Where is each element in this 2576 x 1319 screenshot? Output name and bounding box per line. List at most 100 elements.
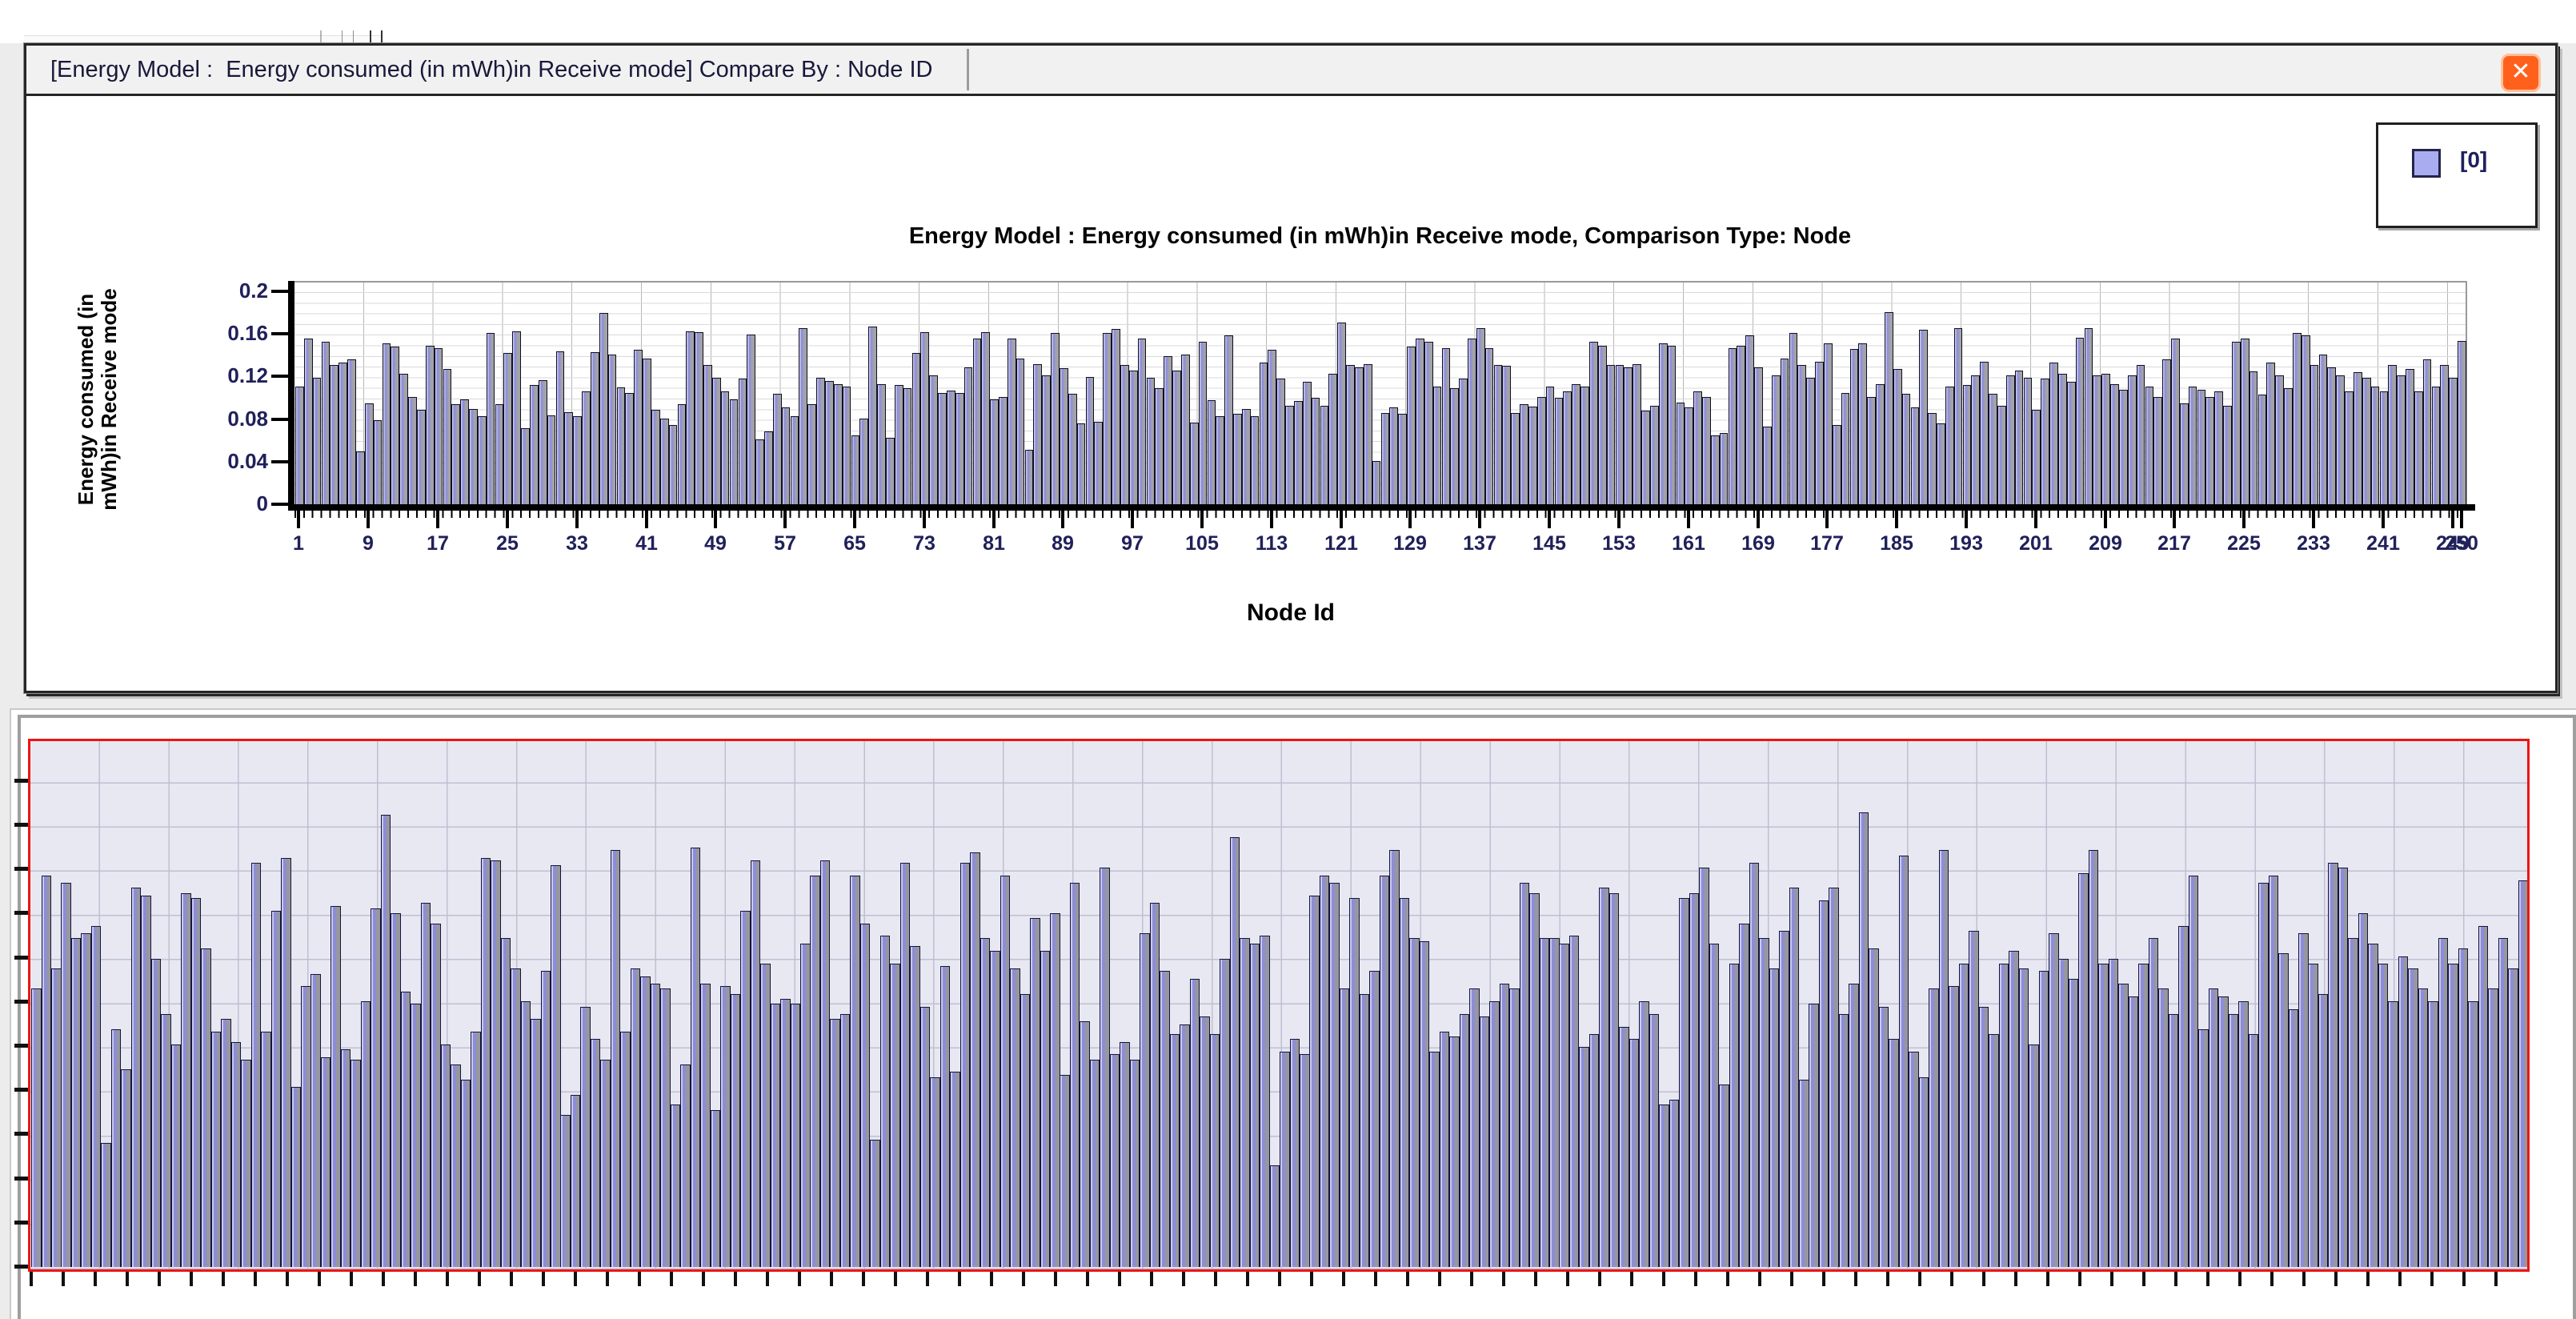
- bar: [1971, 375, 1981, 504]
- bar: [1797, 365, 1807, 504]
- preview-bar: [1849, 984, 1859, 1267]
- preview-bar: [1160, 971, 1170, 1267]
- preview-x-tick: [1310, 1272, 1313, 1286]
- preview-bar: [2508, 968, 2518, 1267]
- preview-x-tick: [1854, 1272, 1857, 1286]
- preview-bar: [371, 908, 381, 1267]
- bar: [1450, 388, 1460, 504]
- bar: [1702, 397, 1711, 504]
- bar: [408, 397, 417, 504]
- window-title-bar[interactable]: [Energy Model : Energy consumed (in mWh)…: [26, 46, 2555, 96]
- bar: [1806, 378, 1815, 504]
- preview-x-tick: [1182, 1272, 1185, 1286]
- bar: [833, 384, 843, 504]
- bar: [1051, 333, 1060, 504]
- bar: [1380, 413, 1390, 504]
- bar: [1685, 407, 1694, 504]
- preview-bar: [500, 938, 511, 1267]
- preview-bar: [61, 883, 71, 1267]
- preview-bar: [700, 984, 711, 1267]
- preview-x-tick: [1118, 1272, 1121, 1286]
- bar: [2310, 365, 2319, 504]
- preview-bar: [431, 924, 441, 1267]
- preview-x-tick: [2110, 1272, 2113, 1286]
- preview-bar: [879, 936, 891, 1267]
- bar: [703, 365, 712, 504]
- preview-bar: [1329, 883, 1340, 1267]
- bar: [573, 416, 583, 504]
- preview-x-tick: [734, 1272, 737, 1286]
- bar: [1893, 369, 1902, 504]
- preview-y-tick: [14, 1221, 28, 1225]
- y-tick-label: 0.16: [227, 321, 268, 345]
- preview-bar: [660, 988, 671, 1267]
- bar: [963, 367, 973, 504]
- bar: [1216, 416, 1225, 504]
- chart-window: [Energy Model : Energy consumed (in mWh)…: [23, 42, 2558, 694]
- preview-x-tick: [1214, 1272, 1217, 1286]
- bar: [807, 404, 817, 504]
- preview-bar: [939, 966, 951, 1267]
- bar: [1745, 335, 1755, 504]
- preview-bar: [710, 1110, 721, 1267]
- preview-bar: [2438, 938, 2449, 1267]
- preview-x-tick: [254, 1272, 257, 1286]
- bar: [1363, 364, 1372, 504]
- preview-bar: [121, 1069, 131, 1267]
- preview-bar: [1579, 1047, 1589, 1267]
- bar: [1432, 387, 1442, 504]
- x-tick: [2242, 511, 2245, 528]
- bar: [643, 359, 651, 504]
- preview-bar: [980, 938, 991, 1267]
- x-tick: [1617, 511, 1621, 528]
- preview-bar: [1240, 938, 1250, 1267]
- bar: [2327, 367, 2337, 504]
- background-strip: [0, 0, 2576, 43]
- close-icon[interactable]: ✕: [2501, 54, 2541, 92]
- preview-bar: [2358, 913, 2369, 1267]
- bar: [2397, 375, 2406, 504]
- bar: [2422, 359, 2432, 504]
- bar: [2075, 338, 2085, 504]
- preview-bar: [2118, 984, 2129, 1267]
- bar: [434, 348, 443, 504]
- preview-y-tick: [14, 1177, 28, 1181]
- preview-bar: [770, 1004, 780, 1267]
- bar: [1354, 367, 1364, 504]
- bar: [2093, 375, 2102, 504]
- bar: [2188, 387, 2197, 504]
- bar: [2414, 391, 2423, 504]
- bar: [1259, 363, 1268, 504]
- preview-bar: [1459, 1014, 1470, 1267]
- preview-bar: [2268, 876, 2278, 1267]
- bar: [859, 419, 869, 504]
- bar: [582, 391, 591, 504]
- y-tick: [271, 375, 288, 378]
- bar: [711, 378, 721, 504]
- bar: [1953, 328, 1963, 504]
- preview-x-tick: [1022, 1272, 1025, 1286]
- preview-bar: [1260, 936, 1270, 1267]
- preview-bar: [2238, 1001, 2249, 1267]
- preview-bar: [1559, 944, 1569, 1267]
- preview-bar: [281, 858, 291, 1267]
- preview-bar: [1319, 876, 1330, 1267]
- y-axis-title: Energy consumed (in mWh)in Receive mode: [74, 288, 121, 511]
- preview-bar: [2318, 994, 2329, 1267]
- bar: [894, 385, 903, 504]
- preview-bar: [800, 944, 811, 1267]
- bar: [695, 332, 703, 504]
- x-tick: [2034, 511, 2037, 528]
- preview-bar: [310, 974, 321, 1267]
- preview-bar: [340, 1049, 351, 1267]
- preview-bar: [1180, 1024, 1190, 1267]
- bar: [1919, 330, 1929, 504]
- bar: [686, 331, 695, 504]
- bar: [1980, 362, 1989, 504]
- preview-bar: [1779, 931, 1789, 1267]
- bar: [1033, 364, 1043, 504]
- preview-bar: [1419, 941, 1430, 1267]
- preview-bar: [1588, 1034, 1600, 1267]
- bar: [1398, 414, 1407, 504]
- preview-y-tick: [14, 823, 28, 827]
